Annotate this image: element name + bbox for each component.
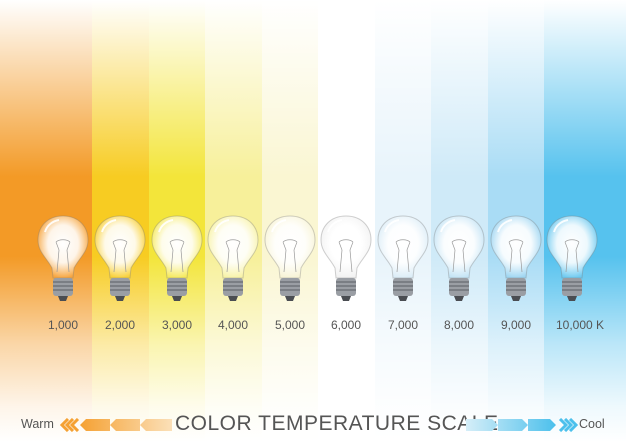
light-bulb-icon	[94, 215, 146, 301]
temperature-label: 10,000 K	[555, 318, 605, 332]
light-bulb-icon	[37, 215, 89, 301]
temperature-label: 9,000	[500, 318, 532, 332]
light-bulb-icon	[490, 215, 542, 301]
light-bulb-icon	[320, 215, 372, 301]
light-bulb-icon	[377, 215, 429, 301]
temperature-label: 1,000	[47, 318, 79, 332]
temperature-label: 3,000	[161, 318, 193, 332]
cool-arrows-icon	[466, 418, 578, 432]
temperature-label: 6,000	[330, 318, 362, 332]
scale-footer: Warm COLOR TEMPERATURE SCALE Cool	[0, 410, 626, 438]
cool-label: Cool	[579, 417, 605, 431]
warm-label: Warm	[21, 417, 54, 431]
temperature-label: 2,000	[104, 318, 136, 332]
light-bulb-icon	[151, 215, 203, 301]
temperature-label: 8,000	[443, 318, 475, 332]
warm-arrows-icon	[60, 418, 172, 432]
temperature-label: 4,000	[217, 318, 249, 332]
light-bulb-icon	[207, 215, 259, 301]
light-bulb-icon	[546, 215, 598, 301]
scale-title: COLOR TEMPERATURE SCALE	[175, 412, 499, 435]
light-bulb-icon	[264, 215, 316, 301]
light-bulb-icon	[433, 215, 485, 301]
temperature-label: 5,000	[274, 318, 306, 332]
temperature-label: 7,000	[387, 318, 419, 332]
